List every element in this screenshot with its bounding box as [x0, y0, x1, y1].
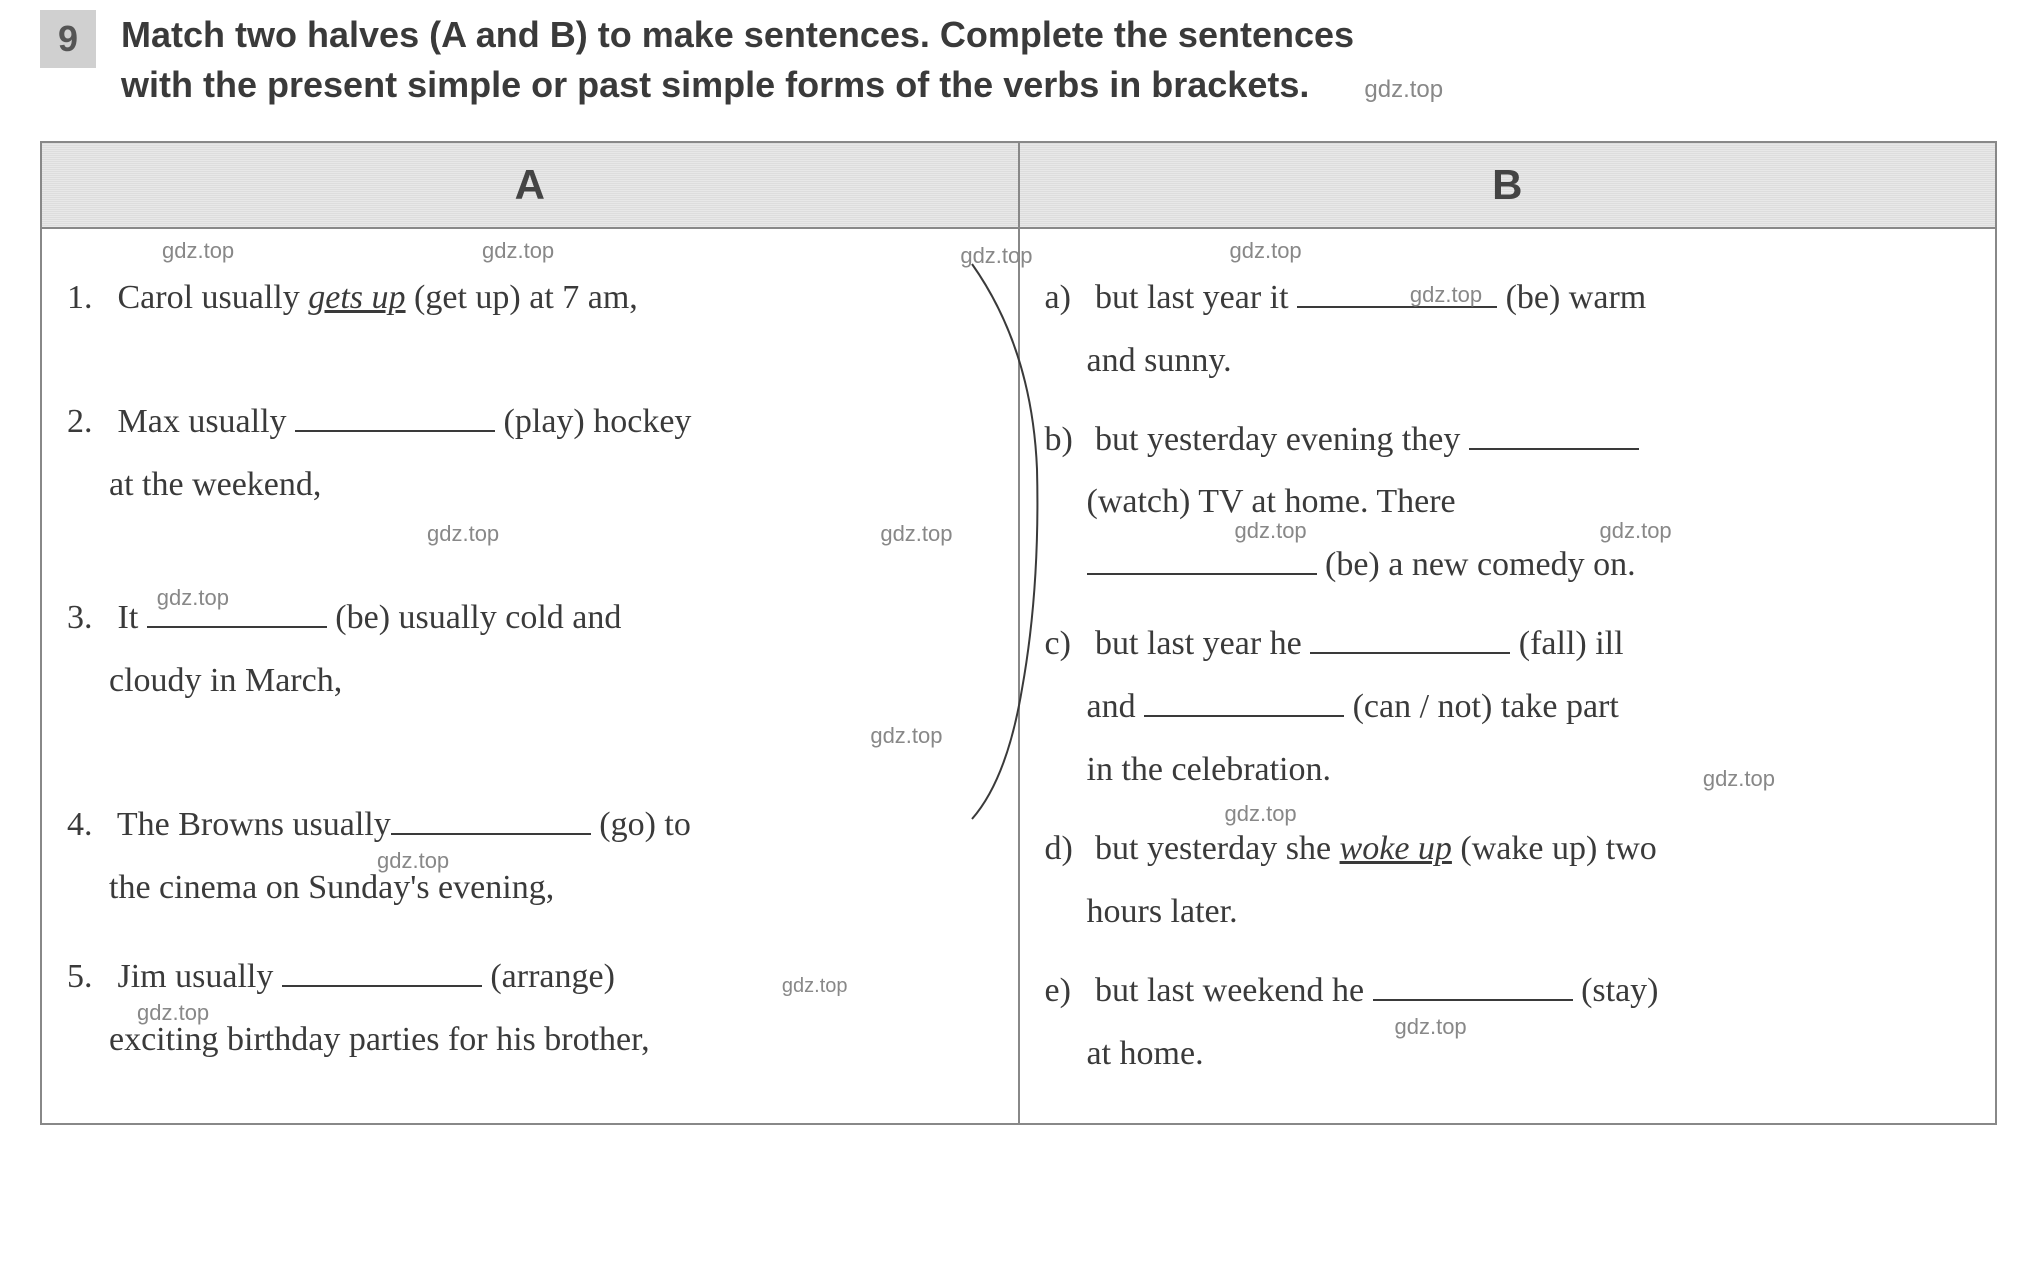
- watermark: gdz.top: [1395, 1007, 1467, 1048]
- item-a5: 5. Jim usually (arrange)gdz.top gdz.top …: [67, 938, 993, 1080]
- text-before: The Browns usually: [117, 806, 391, 843]
- item-number: 5.: [67, 946, 109, 1009]
- watermark: gdz.top: [482, 231, 554, 272]
- blank-input[interactable]: [1373, 971, 1573, 1001]
- text-before: but last weekend he: [1095, 972, 1373, 1009]
- answer-text: gets up: [308, 279, 405, 316]
- watermark: gdz.top: [960, 236, 1032, 277]
- blank-input[interactable]: gdz.top: [147, 598, 327, 628]
- text-after: (arrange): [482, 958, 615, 995]
- blank-input[interactable]: [1144, 687, 1344, 717]
- watermark: gdz.top: [1364, 76, 1443, 103]
- watermark: gdz.top: [377, 841, 449, 882]
- blank-input[interactable]: [1310, 624, 1510, 654]
- watermark: gdz.top: [162, 231, 234, 272]
- table-body: gdz.top gdz.top gdz.top 1. Carol usually…: [42, 229, 1995, 1124]
- watermark: gdz.top: [157, 578, 229, 619]
- blank-input[interactable]: [1469, 420, 1639, 450]
- item-b-c: c) but last year he (fall) ill and (can …: [1045, 605, 1971, 810]
- text-after: (wake up) two: [1452, 830, 1657, 867]
- blank-input[interactable]: [282, 957, 482, 987]
- text-after: (fall) ill: [1510, 625, 1623, 662]
- text-before: Max usually: [118, 403, 296, 440]
- line2-before: and: [1087, 688, 1145, 725]
- line2: hours later.: [1087, 893, 1238, 930]
- line3: (be) a new comedy on.: [1317, 546, 1636, 583]
- item-a1: gdz.top gdz.top gdz.top 1. Carol usually…: [67, 259, 993, 338]
- answer-text: woke up: [1340, 830, 1452, 867]
- item-number: 2.: [67, 391, 109, 454]
- item-number: c): [1045, 613, 1087, 676]
- line2: at home.: [1087, 1035, 1204, 1072]
- text-after: (be) usually cold and: [327, 599, 622, 636]
- watermark: gdz.top: [1230, 231, 1302, 272]
- line3: in the celebration.: [1087, 751, 1332, 788]
- item-b-a: gdz.top a) but last year it gdz.top (be)…: [1045, 259, 1971, 401]
- text-after: (go) to: [591, 806, 691, 843]
- watermark: gdz.top: [880, 514, 952, 555]
- text-before: but last year he: [1095, 625, 1310, 662]
- watermark: gdz.top: [137, 993, 209, 1034]
- text-before: but last year it: [1095, 279, 1297, 316]
- watermark: gdz.top: [427, 514, 499, 555]
- item-b-b: b) but yesterday evening they (watch) TV…: [1045, 401, 1971, 606]
- instruction-line2: with the present simple or past simple f…: [121, 64, 1309, 105]
- blank-input[interactable]: [391, 805, 591, 835]
- column-a: gdz.top gdz.top gdz.top 1. Carol usually…: [42, 229, 1020, 1124]
- blank-input[interactable]: [295, 402, 495, 432]
- instruction-line1: Match two halves (A and B) to make sente…: [121, 14, 1354, 55]
- line2-after: (can / not) take part: [1344, 688, 1619, 725]
- column-b: gdz.top a) but last year it gdz.top (be)…: [1020, 229, 1996, 1124]
- item-a3: 3. It gdz.top (be) usually cold and clou…: [67, 579, 993, 721]
- item-number: 3.: [67, 587, 109, 650]
- text-after: (get up) at 7 am,: [406, 279, 638, 316]
- item-number: e): [1045, 960, 1087, 1023]
- watermark: gdz.top: [870, 716, 942, 757]
- item-a4: 4. The Browns usually (go) to gdz.top th…: [67, 786, 993, 928]
- item-b-e: e) but last weekend he (stay) gdz.top at…: [1045, 952, 1971, 1094]
- text-before: Jim usually: [118, 958, 282, 995]
- text-after: (play) hockey: [495, 403, 691, 440]
- text-before: It: [118, 599, 147, 636]
- exercise-number: 9: [40, 10, 96, 68]
- item-b-d: d) but yesterday she woke up (wake up) t…: [1045, 810, 1971, 952]
- watermark: gdz.top: [1600, 511, 1672, 552]
- column-header-b: B: [1020, 143, 1996, 227]
- watermark: gdz.top: [1410, 275, 1482, 316]
- blank-input[interactable]: [1087, 545, 1317, 575]
- exercise-header: 9 Match two halves (A and B) to make sen…: [40, 10, 1997, 111]
- item-number: a): [1045, 267, 1087, 330]
- line2: cloudy in March,: [109, 662, 342, 699]
- watermark: gdz.top: [782, 968, 848, 1005]
- text-before: Carol usually: [118, 279, 309, 316]
- line2: the cinema on Sunday's evening,: [109, 869, 554, 906]
- item-number: 4.: [67, 794, 109, 857]
- column-header-a: A: [42, 143, 1020, 227]
- blank-input[interactable]: gdz.top: [1297, 278, 1497, 308]
- exercise-table: A B gdz.top gdz.top gdz.top 1. Carol usu…: [40, 141, 1997, 1126]
- text-after: (be) warm: [1497, 279, 1646, 316]
- text-before: but yesterday she: [1095, 830, 1340, 867]
- text-after: (stay): [1573, 972, 1659, 1009]
- item-number: 1.: [67, 267, 109, 330]
- line2: and sunny.: [1087, 342, 1232, 379]
- table-header-row: A B: [42, 143, 1995, 229]
- item-number: b): [1045, 409, 1087, 472]
- text-before: but yesterday evening they: [1095, 421, 1469, 458]
- watermark: gdz.top: [1703, 759, 1775, 800]
- exercise-instruction: Match two halves (A and B) to make sente…: [121, 10, 1443, 111]
- item-a2: 2. Max usually (play) hockey at the week…: [67, 383, 993, 525]
- item-number: d): [1045, 818, 1087, 881]
- line2: at the weekend,: [109, 466, 321, 503]
